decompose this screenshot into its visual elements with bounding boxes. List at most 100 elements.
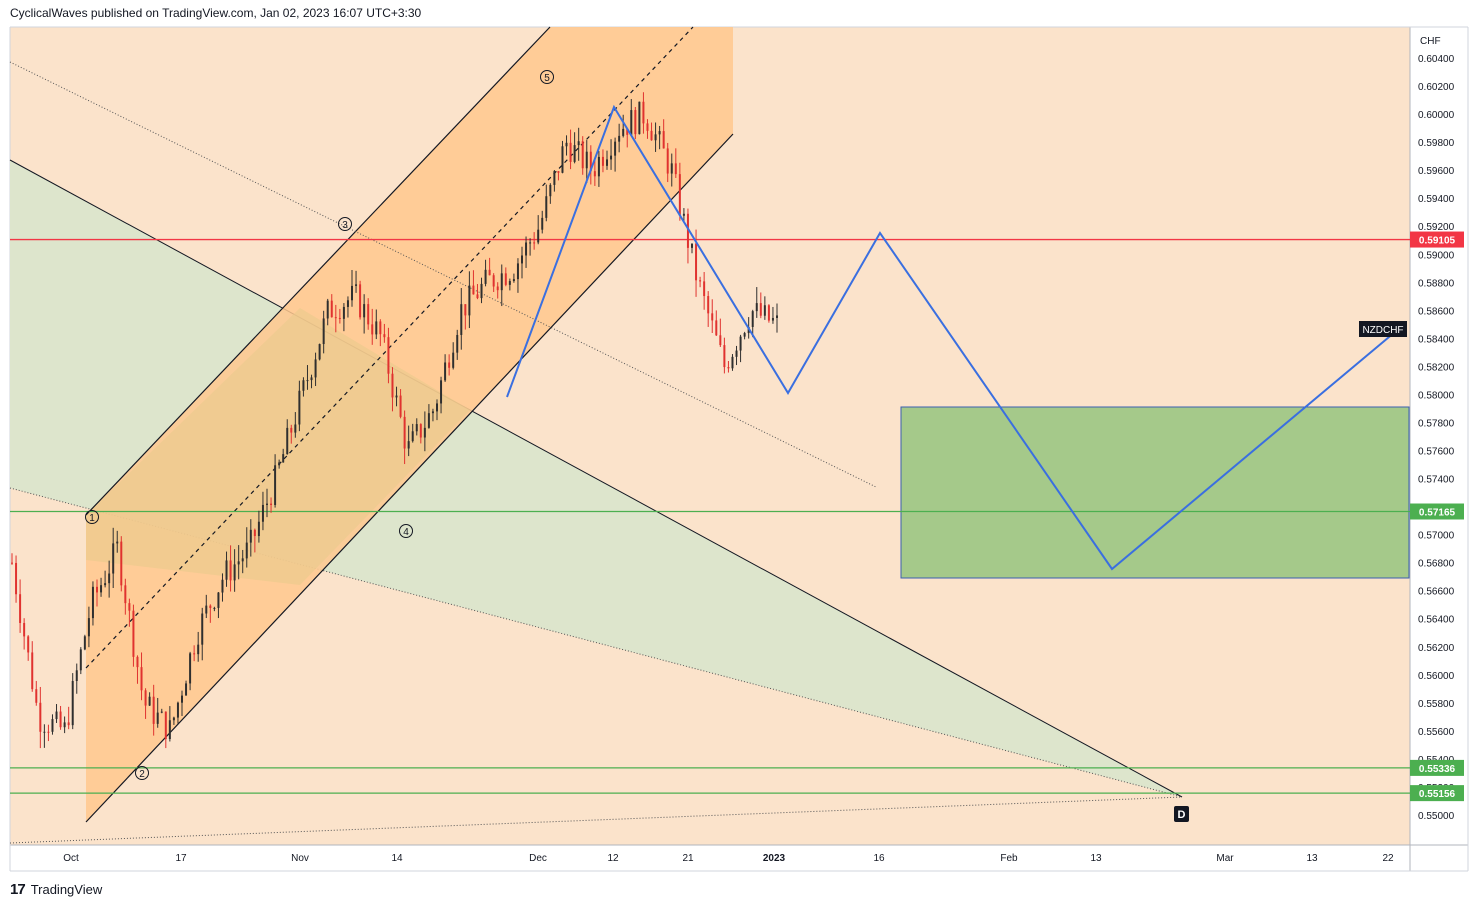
candle-body [699, 280, 702, 282]
candle-body [140, 667, 143, 691]
y-tick-label: 0.56600 [1418, 587, 1455, 598]
candle-body [59, 711, 62, 728]
candle-body [411, 431, 414, 442]
y-tick-label: 0.58400 [1418, 334, 1455, 345]
svg-text:5: 5 [544, 73, 550, 84]
candle-body [27, 636, 30, 653]
candle-body [464, 304, 467, 316]
y-tick-label: 0.59000 [1418, 250, 1455, 261]
candle-body [423, 427, 426, 438]
candle-body [387, 337, 390, 374]
y-tick-label: 0.57600 [1418, 447, 1455, 458]
candle-body [618, 135, 621, 142]
x-tick-label[interactable]: 13 [1306, 853, 1318, 864]
candle-body [91, 586, 94, 619]
x-tick-label[interactable]: 14 [391, 853, 403, 864]
x-tick-label[interactable]: 2023 [763, 853, 786, 864]
candle-body [96, 586, 98, 593]
candle-body [569, 142, 572, 162]
candle-body [213, 607, 216, 609]
x-tick-label[interactable]: Feb [1000, 853, 1018, 864]
x-tick-label[interactable]: Nov [291, 853, 309, 864]
candle-body [678, 174, 681, 216]
candle-body [715, 320, 718, 336]
x-tick-label[interactable]: Mar [1216, 853, 1234, 864]
candle-body [310, 377, 313, 381]
candle-body [626, 128, 629, 135]
candle-body [767, 305, 770, 321]
candle-body [537, 229, 540, 243]
wave-label-3: 3 [338, 217, 352, 231]
candle-body [367, 304, 370, 325]
candle-body [674, 163, 677, 175]
candle-body [23, 622, 26, 637]
base-dotted-line [9, 796, 1183, 844]
target-zone [900, 406, 1410, 579]
candle-body [270, 503, 273, 505]
candle-body [83, 636, 86, 650]
x-tick-label[interactable]: 22 [1382, 853, 1394, 864]
y-tick-label: 0.59400 [1418, 194, 1455, 205]
candle-body [743, 333, 746, 337]
candle-body [650, 130, 653, 141]
candle-body [529, 242, 532, 244]
channel-lower-line [85, 133, 734, 823]
candle-body [241, 558, 244, 562]
candle-body [585, 151, 588, 169]
x-tick-label[interactable]: 21 [682, 853, 694, 864]
candle-body [371, 324, 374, 335]
x-tick-label[interactable]: 17 [175, 853, 187, 864]
y-tick-label: 0.55600 [1418, 727, 1455, 738]
candle-body [666, 148, 669, 174]
candle-body [108, 573, 111, 584]
x-tick-label[interactable]: Dec [529, 853, 547, 864]
candle-body [496, 286, 499, 291]
candle-body [294, 424, 297, 433]
candle-body [399, 395, 402, 417]
tradingview-logo-icon: 17 [10, 881, 26, 898]
x-tick-label[interactable]: Oct [63, 853, 79, 864]
candle-body [634, 110, 637, 135]
candle-body [460, 304, 463, 335]
candle-body [359, 284, 362, 318]
wave-label-5: 5 [540, 70, 554, 84]
price-badge-label: 0.57165 [1419, 507, 1456, 518]
candle-body [302, 380, 305, 391]
candle-body [160, 711, 163, 713]
candle-body [448, 362, 451, 368]
candle-body [589, 151, 592, 172]
candle-body [654, 134, 657, 141]
candle-body [719, 335, 722, 346]
x-tick-label[interactable]: 12 [607, 853, 619, 864]
candle-body [233, 564, 236, 581]
candle-body [314, 359, 317, 378]
wedge-upper-line [9, 159, 1183, 798]
candle-body [468, 285, 471, 316]
candle-body [39, 702, 42, 732]
y-tick-label: 0.59200 [1418, 222, 1455, 233]
y-tick-label: 0.56200 [1418, 643, 1455, 654]
x-tick-label[interactable]: 13 [1090, 853, 1102, 864]
channel-upper-line [85, 26, 551, 516]
candle-body [727, 367, 730, 369]
y-tick-label: 0.58200 [1418, 362, 1455, 373]
candle-body [565, 142, 568, 147]
candle-body [237, 561, 240, 565]
candle-body [375, 321, 378, 335]
candle-body [686, 213, 689, 248]
candle-body [266, 503, 268, 505]
wave-label-1: 1 [85, 510, 99, 524]
x-axis-ticks[interactable]: Oct 17 Nov 14 Dec 12 21 2023 16 Feb 13 Mar 13 22 [63, 853, 1394, 864]
candle-body [334, 317, 337, 319]
candle-body [759, 303, 762, 316]
candle-body [763, 305, 766, 316]
candle-body [75, 670, 78, 681]
candle-body [225, 560, 228, 580]
y-tick-label: 0.58600 [1418, 306, 1455, 317]
x-tick-label[interactable]: 16 [873, 853, 885, 864]
candle-body [156, 712, 159, 724]
candle-body [549, 184, 552, 197]
y-tick-label: 0.57000 [1418, 531, 1455, 542]
